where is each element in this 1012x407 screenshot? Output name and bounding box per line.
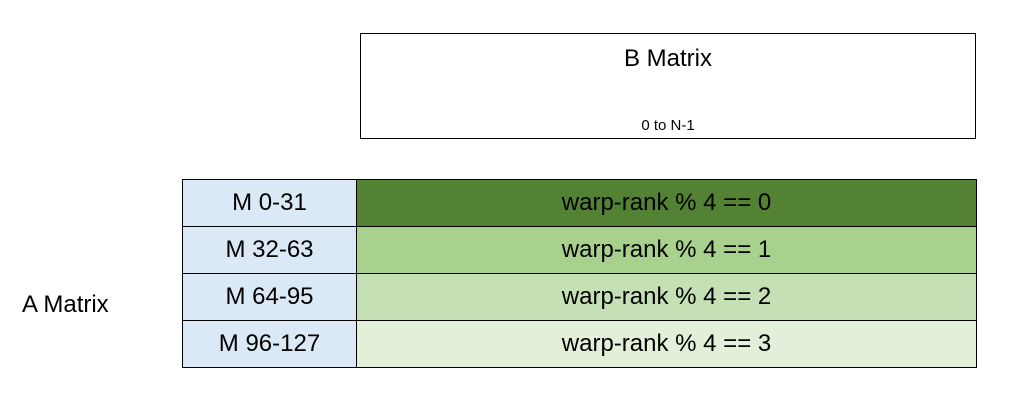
a-matrix-row: M 32-63 warp-rank % 4 == 1 xyxy=(182,226,977,274)
a-matrix-row: M 0-31 warp-rank % 4 == 0 xyxy=(182,179,977,227)
m-range-cell: M 0-31 xyxy=(182,179,357,227)
m-range-cell: M 96-127 xyxy=(182,320,357,368)
warp-rank-cell: warp-rank % 4 == 0 xyxy=(356,179,977,227)
warp-rank-cell: warp-rank % 4 == 3 xyxy=(356,320,977,368)
a-matrix-row: M 96-127 warp-rank % 4 == 3 xyxy=(182,320,977,368)
b-matrix-box: B Matrix 0 to N-1 xyxy=(360,33,976,139)
m-range-cell: M 64-95 xyxy=(182,273,357,321)
a-matrix-row: M 64-95 warp-rank % 4 == 2 xyxy=(182,273,977,321)
a-matrix-label: A Matrix xyxy=(22,291,109,318)
b-matrix-title: B Matrix xyxy=(623,45,712,72)
warp-rank-cell: warp-rank % 4 == 1 xyxy=(356,226,977,274)
b-matrix-range: 0 to N-1 xyxy=(641,117,695,134)
a-matrix-table: M 0-31 warp-rank % 4 == 0 M 32-63 warp-r… xyxy=(182,179,977,368)
warp-rank-cell: warp-rank % 4 == 2 xyxy=(356,273,977,321)
m-range-cell: M 32-63 xyxy=(182,226,357,274)
